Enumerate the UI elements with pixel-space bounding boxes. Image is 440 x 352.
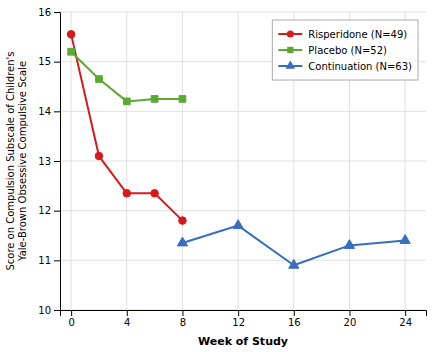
tick-mark — [54, 211, 60, 212]
legend-label: Continuation (N=63) — [308, 61, 412, 72]
y-axis-title-line: Yale-Brown Obsessive Compulsive Scale — [17, 61, 28, 262]
legend-frame — [272, 20, 418, 80]
point — [233, 220, 243, 229]
tick-mark — [54, 310, 60, 311]
point — [151, 189, 159, 197]
axis-line — [54, 13, 61, 311]
legend-item: Continuation (N=63) — [278, 60, 412, 71]
tick-label: 13 — [38, 156, 51, 167]
legend-symbol — [287, 30, 294, 37]
point — [151, 96, 158, 103]
point — [400, 235, 410, 244]
x-axis-title: Week of Study — [198, 335, 288, 348]
legend: Risperidone (N=49) Placebo (N=52) Continua… — [272, 20, 418, 80]
grid-line — [60, 260, 426, 261]
point — [123, 189, 131, 197]
y-axis-title: Score on Compulsion Subscale of Children… — [5, 51, 28, 270]
tick-label: 12 — [232, 317, 245, 328]
tick-mark — [294, 310, 295, 316]
tick: 0 — [68, 310, 74, 328]
series-line — [71, 34, 182, 220]
tick: 12 — [232, 310, 245, 328]
point — [95, 152, 103, 160]
legend-symbol — [287, 47, 293, 53]
tick-label: 15 — [38, 56, 51, 67]
tick-mark — [54, 12, 60, 13]
grid-line — [60, 111, 426, 112]
tick-label: 16 — [288, 317, 301, 328]
plot-area: 0481216202410111213141516Week of StudySc… — [5, 7, 427, 348]
chart: 0481216202410111213141516Week of StudySc… — [0, 0, 440, 352]
tick: 14 — [38, 106, 60, 117]
tick: 20 — [344, 310, 357, 328]
tick: 16 — [288, 310, 301, 328]
tick-label: 11 — [38, 255, 51, 266]
tick-label: 24 — [399, 317, 412, 328]
legend-label: Placebo (N=52) — [308, 45, 387, 56]
tick-mark — [54, 62, 60, 63]
tick: 13 — [38, 156, 60, 167]
tick: 8 — [180, 310, 186, 328]
tick-mark — [405, 310, 406, 316]
tick-label: 16 — [38, 7, 51, 18]
chart-container: 0481216202410111213141516Week of StudySc… — [0, 0, 440, 352]
grid — [60, 12, 426, 310]
tick-label: 10 — [38, 305, 51, 316]
point — [179, 96, 186, 103]
point — [96, 76, 103, 83]
y-axis: 10 11 12 13 14 15 16 — [38, 7, 60, 316]
tick: 11 — [38, 255, 60, 266]
tick-label: 8 — [180, 317, 186, 328]
series-line — [71, 52, 182, 102]
point — [344, 240, 354, 249]
point — [179, 217, 187, 225]
point — [68, 48, 75, 55]
grid-line — [60, 210, 426, 211]
tick-label: 14 — [38, 106, 51, 117]
tick-mark — [127, 310, 128, 316]
legend-symbol — [286, 60, 296, 68]
tick-mark — [349, 310, 350, 316]
tick-label: 12 — [38, 205, 51, 216]
point — [123, 98, 130, 105]
tick-mark — [182, 310, 183, 316]
point — [67, 31, 75, 39]
point — [289, 259, 299, 268]
tick-label: 4 — [124, 317, 130, 328]
legend-item: Risperidone (N=49) — [278, 29, 407, 40]
tick-mark — [54, 260, 60, 261]
legend-item: Placebo (N=52) — [278, 45, 387, 56]
point — [177, 237, 187, 246]
tick-mark — [238, 310, 239, 316]
tick-label: 20 — [344, 317, 357, 328]
axis-line — [61, 311, 427, 317]
tick-label: 0 — [68, 317, 74, 328]
tick: 12 — [38, 205, 60, 216]
tick: 4 — [124, 310, 130, 328]
tick-mark — [54, 161, 60, 162]
tick: 10 — [38, 305, 60, 316]
tick: 24 — [399, 310, 412, 328]
tick: 15 — [38, 56, 60, 67]
legend-label: Risperidone (N=49) — [308, 29, 407, 40]
x-axis: 0 4 8 12 16 20 24 — [61, 310, 427, 328]
tick: 16 — [38, 7, 60, 18]
grid-line — [60, 12, 426, 13]
tick-mark — [71, 310, 72, 316]
tick-mark — [54, 111, 60, 112]
grid-line — [60, 161, 426, 162]
y-axis-title-line: Score on Compulsion Subscale of Children… — [5, 51, 16, 270]
